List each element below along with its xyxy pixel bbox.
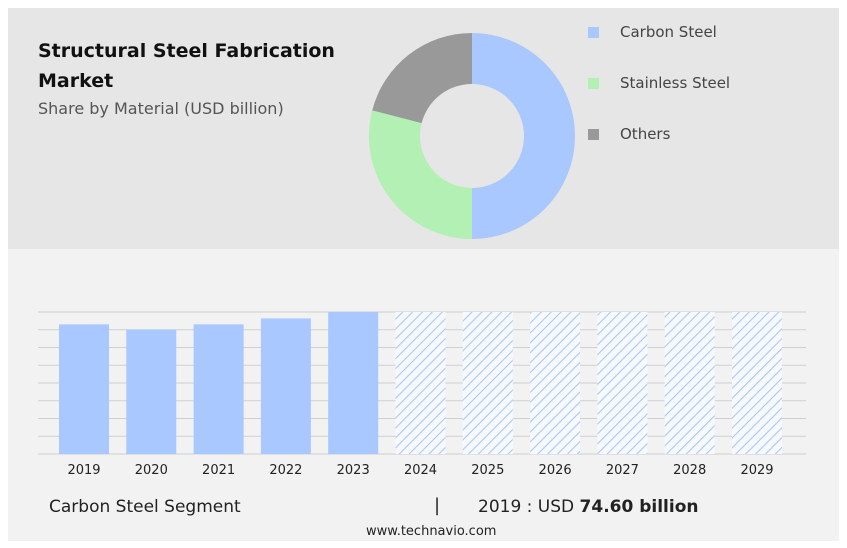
bar-2025 [462, 312, 513, 454]
legend-swatch-others [588, 129, 599, 140]
page-subtitle: Share by Material (USD billion) [38, 99, 284, 118]
legend-label-stainless-steel: Stainless Steel [620, 74, 731, 92]
x-tick-2029: 2029 [740, 463, 773, 478]
x-tick-2022: 2022 [269, 463, 302, 478]
donut-chart [369, 33, 575, 239]
x-tick-2028: 2028 [673, 463, 706, 478]
bar-2020 [126, 329, 177, 454]
page-title: Structural Steel Fabrication Market [38, 40, 335, 92]
segment-label: Carbon Steel Segment [49, 497, 241, 517]
donut-slice-stainless-steel [369, 110, 472, 239]
bar-series [59, 312, 782, 454]
legend-label-others: Others [620, 125, 671, 143]
donut-slice-carbon-steel [472, 33, 575, 239]
x-tick-2026: 2026 [539, 463, 572, 478]
legend: Carbon Steel Stainless Steel Others [588, 20, 828, 173]
bar-2028 [664, 312, 715, 454]
highlight-year: 2019 : USD [478, 497, 575, 517]
x-tick-2020: 2020 [135, 463, 168, 478]
donut-slice-others [372, 33, 472, 124]
bar-2019 [59, 324, 109, 454]
legend-item-carbon-steel: Carbon Steel [588, 20, 828, 44]
x-tick-2023: 2023 [337, 463, 370, 478]
legend-swatch-carbon-steel [588, 27, 599, 38]
legend-item-others: Others [588, 122, 828, 146]
x-axis-ticks: 2019 2020 2021 2022 2023 2024 2025 2026 2027 2028… [67, 463, 773, 478]
x-tick-2025: 2025 [471, 463, 504, 478]
footer-separator: | [434, 495, 441, 516]
bar-2022 [260, 318, 311, 454]
bar-2023 [328, 312, 379, 454]
x-tick-2021: 2021 [202, 463, 235, 478]
x-tick-2027: 2027 [606, 463, 639, 478]
highlight-amount: 74.60 billion [579, 497, 699, 517]
bar-2021 [193, 324, 244, 454]
bar-2024 [395, 312, 446, 454]
bar-chart: 2019 2020 2021 2022 2023 2024 2025 2026 2027 2028… [38, 311, 806, 478]
x-tick-2024: 2024 [404, 463, 437, 478]
bar-2029 [732, 312, 782, 454]
bar-2026 [530, 312, 581, 454]
bar-2027 [597, 312, 648, 454]
legend-swatch-stainless-steel [588, 78, 599, 89]
x-tick-2019: 2019 [67, 463, 100, 478]
legend-label-carbon-steel: Carbon Steel [620, 23, 717, 41]
highlight-value: 2019 : USD 74.60 billion [478, 497, 698, 517]
source-url: www.technavio.com [366, 524, 497, 539]
legend-item-stainless-steel: Stainless Steel [588, 71, 828, 95]
